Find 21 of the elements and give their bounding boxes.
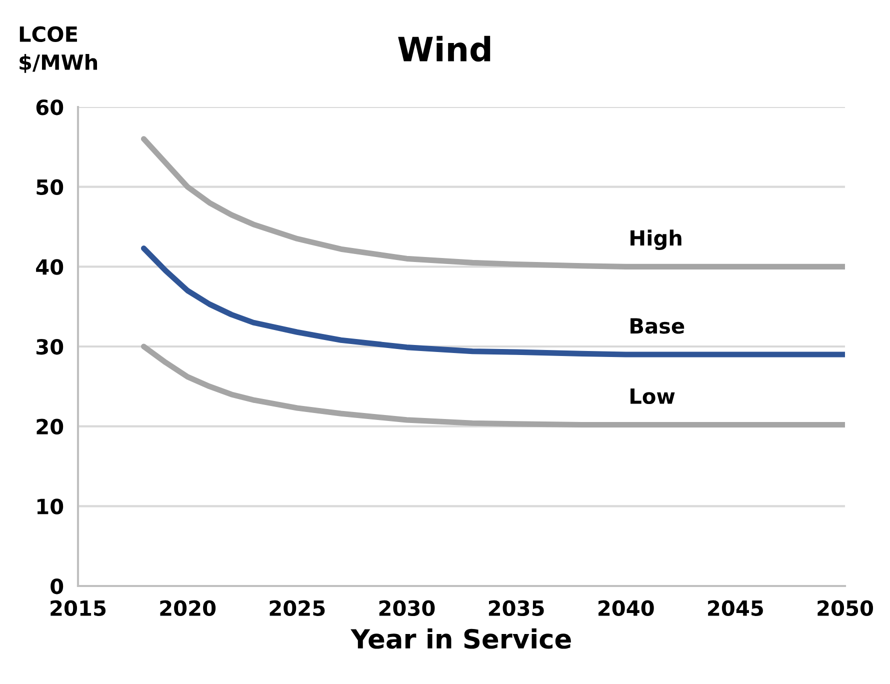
x-tick-label: 2015 (50, 600, 106, 616)
series-label: Low (630, 388, 675, 404)
x-tick-label: 2020 (160, 600, 216, 616)
x-tick-label: 2025 (270, 600, 325, 616)
x-tick-label: 2045 (708, 600, 763, 616)
y-tick-label: 40 (36, 259, 64, 275)
x-tick-label: 2030 (379, 600, 435, 616)
y-tick-label: 0 (50, 578, 64, 594)
y-tick-label: 10 (37, 498, 64, 514)
x-tick-label: 2040 (598, 600, 654, 616)
chart-title: Wind (398, 36, 490, 62)
x-tick-label: 2050 (818, 600, 873, 616)
y-axis-title: LCOE $/MWh (20, 26, 98, 73)
x-axis-title: Year in Service (350, 628, 571, 649)
series-label: Base (630, 318, 684, 334)
y-tick-label: 60 (36, 99, 64, 116)
y-tick-label: 20 (36, 418, 64, 435)
y-tick-label: 30 (36, 338, 64, 355)
x-tick-label: 2035 (488, 600, 544, 616)
series-label: High (630, 230, 682, 250)
y-tick-label: 50 (36, 179, 64, 196)
